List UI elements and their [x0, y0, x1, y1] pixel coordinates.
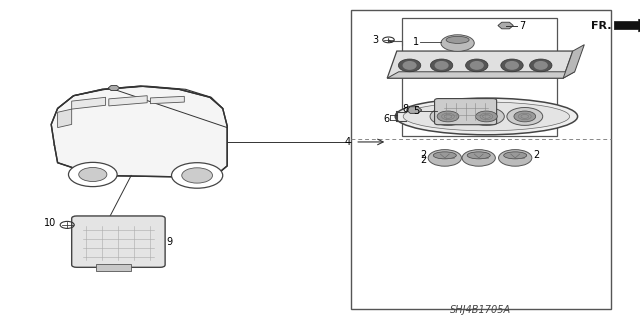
- FancyBboxPatch shape: [435, 99, 497, 125]
- Circle shape: [468, 108, 504, 125]
- Circle shape: [428, 150, 461, 166]
- Polygon shape: [72, 97, 106, 109]
- Polygon shape: [498, 22, 513, 29]
- Polygon shape: [108, 85, 120, 91]
- Text: 3: 3: [372, 35, 379, 45]
- Circle shape: [476, 111, 497, 122]
- Circle shape: [430, 108, 466, 125]
- Circle shape: [499, 150, 532, 166]
- Circle shape: [462, 150, 495, 166]
- Text: 4: 4: [344, 137, 351, 147]
- Ellipse shape: [446, 36, 469, 43]
- Ellipse shape: [396, 98, 577, 135]
- Circle shape: [182, 168, 212, 183]
- Polygon shape: [58, 109, 72, 128]
- Ellipse shape: [470, 61, 484, 70]
- Bar: [96, 264, 131, 271]
- Ellipse shape: [534, 61, 548, 70]
- FancyBboxPatch shape: [72, 216, 165, 267]
- Polygon shape: [563, 45, 584, 78]
- Ellipse shape: [435, 61, 449, 70]
- Ellipse shape: [430, 59, 453, 72]
- Text: 2: 2: [533, 150, 540, 160]
- Text: 1: 1: [413, 37, 419, 47]
- Text: 10: 10: [44, 218, 56, 228]
- Circle shape: [79, 167, 107, 182]
- Ellipse shape: [501, 59, 524, 72]
- Circle shape: [441, 35, 474, 51]
- Text: 7: 7: [520, 20, 526, 31]
- Ellipse shape: [529, 59, 552, 72]
- Text: 9: 9: [166, 237, 173, 247]
- Polygon shape: [406, 107, 422, 113]
- Ellipse shape: [398, 59, 421, 72]
- Polygon shape: [51, 86, 227, 177]
- Text: SHJ4B1705A: SHJ4B1705A: [449, 305, 511, 315]
- Polygon shape: [387, 51, 573, 78]
- Circle shape: [68, 162, 117, 187]
- Ellipse shape: [467, 152, 490, 159]
- Polygon shape: [109, 96, 147, 106]
- Ellipse shape: [403, 61, 417, 70]
- Polygon shape: [387, 72, 575, 78]
- Ellipse shape: [403, 102, 570, 131]
- Text: 5: 5: [413, 106, 419, 116]
- Ellipse shape: [504, 152, 527, 159]
- Bar: [402, 18, 557, 136]
- Text: 8: 8: [402, 104, 408, 114]
- Circle shape: [437, 111, 459, 122]
- Polygon shape: [150, 96, 184, 104]
- Bar: [351, 10, 611, 309]
- Circle shape: [514, 111, 536, 122]
- Circle shape: [172, 163, 223, 188]
- Text: 2: 2: [420, 150, 427, 160]
- Text: 2: 2: [420, 155, 427, 165]
- Text: 6: 6: [383, 114, 389, 124]
- Ellipse shape: [466, 59, 488, 72]
- Circle shape: [507, 108, 543, 125]
- FancyArrow shape: [614, 19, 640, 32]
- Ellipse shape: [505, 61, 519, 70]
- Ellipse shape: [433, 152, 456, 159]
- Text: FR.: FR.: [591, 20, 612, 31]
